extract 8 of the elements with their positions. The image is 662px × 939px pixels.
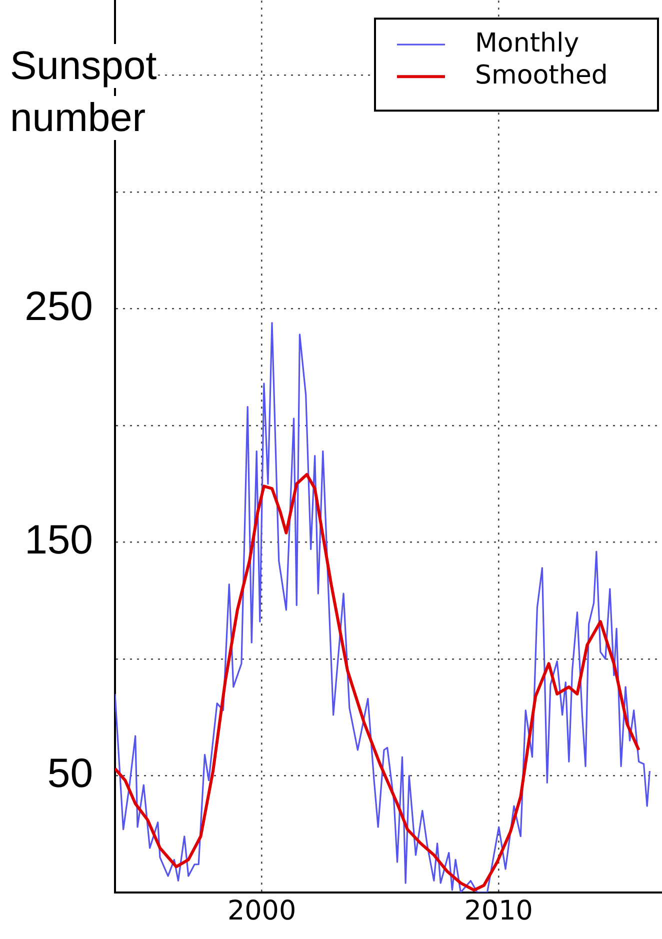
- y-axis-title: Sunspot number: [10, 44, 157, 140]
- legend-label: Smoothed: [475, 60, 608, 90]
- y-tick-label: 250: [24, 283, 93, 330]
- y-tick-label: 50: [47, 750, 93, 796]
- legend-label: Monthly: [475, 28, 580, 58]
- x-tick-label: 2000: [227, 896, 296, 927]
- x-tick-label: 2010: [464, 896, 533, 927]
- y-tick-label: 150: [24, 516, 93, 563]
